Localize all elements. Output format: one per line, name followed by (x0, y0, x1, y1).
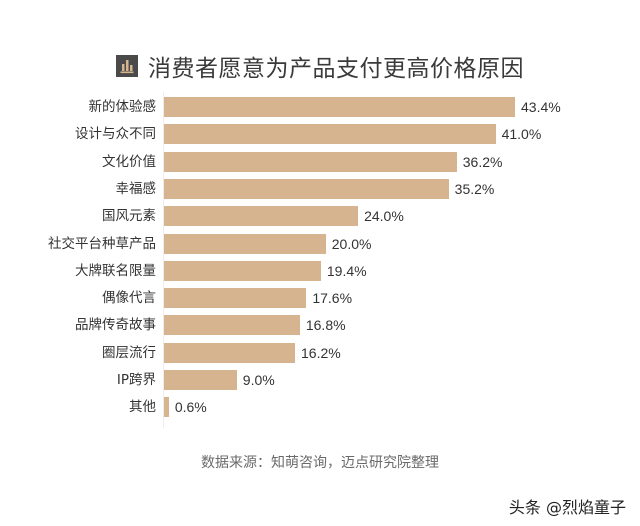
bar-row: IP跨界 9.0% (0, 370, 640, 390)
bar-row: 品牌传奇故事 16.8% (0, 315, 640, 336)
bar (164, 315, 300, 336)
bar (164, 178, 449, 199)
chart-title-bar: 消费者愿意为产品支付更高价格原因 (0, 48, 640, 84)
category-label: 文化价值 (102, 153, 156, 170)
bar (164, 288, 307, 309)
bar-chart-icon (116, 55, 138, 77)
value-label: 35.2% (454, 180, 495, 197)
value-label: 19.4% (326, 262, 367, 279)
category-axis-line (163, 92, 164, 428)
bar (164, 260, 321, 281)
value-label: 16.2% (301, 344, 341, 361)
bar (164, 233, 326, 254)
bar-row: 幸福感 35.2% (0, 178, 640, 199)
bar (164, 124, 496, 145)
bar-row: 大牌联名限量 19.4% (0, 260, 640, 281)
bar (164, 151, 457, 172)
category-label: 幸福感 (115, 180, 157, 197)
chart-title: 消费者愿意为产品支付更高价格原因 (148, 56, 524, 82)
bar-row: 设计与众不同 41.0% (0, 124, 640, 145)
bar (164, 370, 237, 390)
bar (164, 206, 359, 227)
category-label: 新的体验感 (88, 99, 157, 115)
category-label: 圈层流行 (102, 344, 156, 361)
category-label: IP跨界 (116, 372, 156, 388)
value-label: 0.6% (174, 399, 207, 416)
bar-row: 其他 0.6% (0, 397, 640, 418)
bar (164, 342, 296, 363)
value-label: 41.0% (501, 126, 542, 143)
value-label: 17.6% (312, 290, 353, 307)
category-label: 国风元素 (102, 208, 156, 225)
value-label: 43.4% (521, 99, 561, 115)
bar-row: 圈层流行 16.2% (0, 342, 640, 363)
value-label: 20.0% (331, 235, 372, 252)
bar-row: 社交平台种草产品 20.0% (0, 233, 640, 254)
category-label: 设计与众不同 (75, 126, 156, 143)
category-label: 社交平台种草产品 (48, 235, 156, 252)
value-label: 36.2% (462, 153, 503, 170)
bar (164, 97, 515, 117)
value-label: 24.0% (364, 208, 404, 225)
bar-row: 偶像代言 17.6% (0, 288, 640, 309)
bar-row: 文化价值 36.2% (0, 151, 640, 172)
category-label: 品牌传奇故事 (75, 317, 156, 334)
bar-row: 国风元素 24.0% (0, 206, 640, 227)
bar (164, 397, 169, 418)
bar-row: 新的体验感 43.4% (0, 97, 640, 117)
value-label: 16.8% (305, 317, 346, 334)
category-label: 大牌联名限量 (75, 262, 156, 279)
value-label: 9.0% (242, 372, 275, 388)
data-source-note: 数据来源：知萌咨询，迈点研究院整理 (201, 455, 439, 471)
category-label: 偶像代言 (102, 290, 156, 307)
category-label: 其他 (129, 399, 156, 416)
watermark: 头条 @烈焰童子 (508, 498, 626, 517)
